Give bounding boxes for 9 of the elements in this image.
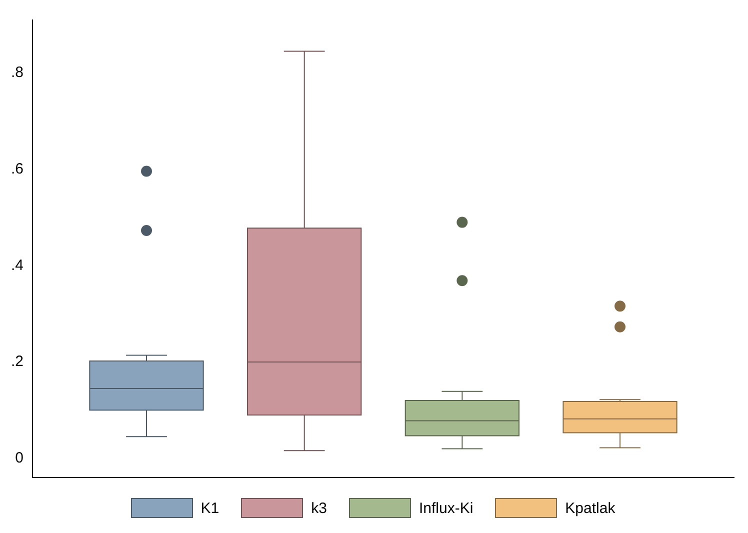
- legend-label: Influx-Ki: [418, 500, 474, 516]
- y-tick-label: .6: [10, 160, 24, 178]
- y-tick-label: .8: [10, 64, 24, 82]
- legend-label: k3: [311, 500, 327, 516]
- legend-label: Kpatlak: [565, 500, 616, 516]
- y-tick-label: .4: [10, 256, 24, 274]
- legend-label: K1: [200, 500, 220, 516]
- y-tick-label: 0: [15, 449, 24, 466]
- y-tick-label: .2: [10, 353, 24, 370]
